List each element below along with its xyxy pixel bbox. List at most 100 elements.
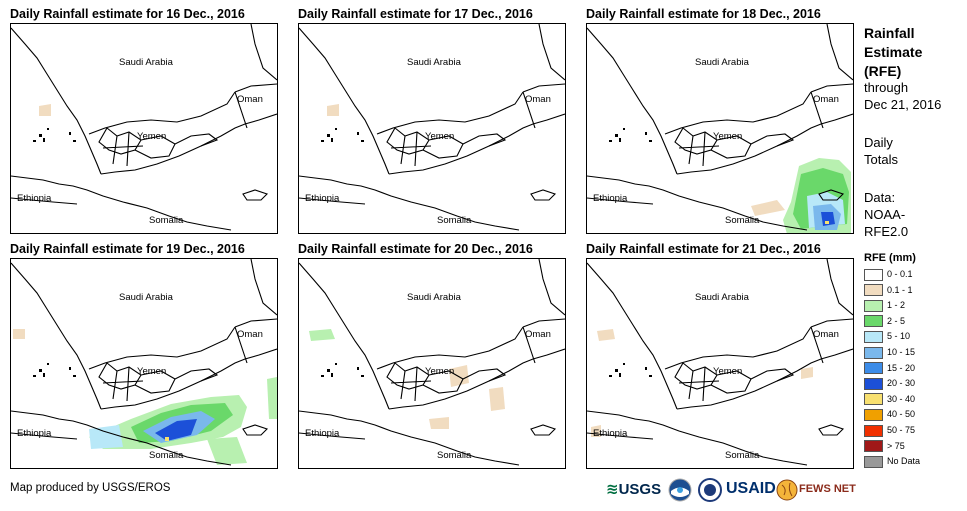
sidebar-title-2: Estimate — [864, 44, 923, 60]
map-label-yemen: Yemen — [137, 366, 167, 377]
map-frame: Saudi Arabia Oman Yemen Ethiopia Somalia — [586, 23, 854, 234]
legend-label: 1 - 2 — [887, 300, 906, 311]
dhs-seal-icon — [698, 478, 722, 502]
legend-item: 2 - 5 — [864, 315, 905, 328]
map-label-yemen: Yemen — [425, 131, 455, 142]
map-label-yemen: Yemen — [713, 131, 743, 142]
fews-net-logo: FEWS NET — [799, 483, 856, 495]
map-svg — [11, 259, 277, 466]
island-specks — [33, 363, 76, 377]
legend-swatch — [864, 346, 883, 359]
map-label-oman: Oman — [237, 329, 263, 340]
sidebar-data-version: RFE2.0 — [864, 224, 909, 239]
map-label-saudi: Saudi Arabia — [695, 57, 749, 68]
legend-swatch — [864, 284, 883, 297]
legend-label: 10 - 15 — [887, 347, 916, 357]
legend-label: 50 - 75 — [887, 425, 916, 435]
map-label-somalia: Somalia — [437, 450, 472, 461]
map-label-oman: Oman — [525, 94, 551, 105]
map-label-ethiopia: Ethiopia — [17, 193, 52, 204]
legend-swatch — [864, 377, 883, 390]
sidebar-title-3: (RFE) — [864, 63, 902, 79]
rainfall-overlay — [39, 104, 51, 116]
map-frame: Saudi Arabia Oman Yemen Ethiopia Somalia — [10, 258, 278, 469]
map-label-oman: Oman — [813, 94, 839, 105]
island-specks — [321, 363, 364, 377]
map-label-oman: Oman — [525, 329, 551, 340]
sidebar-through: through — [864, 80, 909, 95]
panel-title: Daily Rainfall estimate for 17 Dec., 201… — [298, 7, 533, 21]
country-borders — [11, 24, 277, 231]
sidebar-daily: Daily — [864, 135, 893, 150]
legend-item: 0 - 0.1 — [864, 268, 913, 281]
map-frame: Saudi Arabia Oman Yemen Ethiopia Somalia — [10, 23, 278, 234]
legend-item: 40 - 50 — [864, 408, 916, 422]
map-svg — [587, 24, 853, 233]
legend-label: 15 - 20 — [887, 362, 916, 373]
map-label-somalia: Somalia — [725, 215, 760, 226]
usaid-logo: USAID — [726, 480, 776, 497]
country-borders — [587, 259, 853, 466]
map-label-yemen: Yemen — [713, 366, 743, 377]
sidebar-data-label: Data: — [864, 190, 896, 205]
island-specks — [33, 128, 76, 142]
legend-swatch — [864, 331, 883, 344]
legend-item: 20 - 30 — [864, 377, 915, 390]
map-label-ethiopia: Ethiopia — [17, 428, 52, 439]
map-frame: Saudi Arabia Oman Yemen Ethiopia Somalia — [298, 258, 566, 469]
map-label-saudi: Saudi Arabia — [119, 292, 173, 303]
map-label-ethiopia: Ethiopia — [305, 428, 340, 439]
rainfall-overlay — [591, 329, 813, 437]
country-borders — [299, 259, 565, 466]
country-borders — [11, 259, 277, 466]
fews-globe-icon — [776, 479, 798, 501]
map-label-yemen: Yemen — [425, 366, 455, 377]
map-label-saudi: Saudi Arabia — [407, 292, 461, 303]
panel-title: Daily Rainfall estimate for 18 Dec., 201… — [586, 7, 821, 21]
legend-item: 10 - 15 — [864, 346, 915, 359]
legend-item: 0.1 - 1 — [864, 284, 913, 297]
legend-item: 5 - 10 — [864, 330, 910, 344]
panel-title: Daily Rainfall estimate for 20 Dec., 201… — [298, 242, 533, 256]
map-label-saudi: Saudi Arabia — [695, 292, 749, 303]
legend-label: 40 - 50 — [887, 409, 916, 420]
usgs-wave-icon: ≋ — [606, 481, 619, 498]
legend-item: 1 - 2 — [864, 299, 905, 312]
legend-swatch — [864, 315, 883, 328]
map-label-oman: Oman — [237, 94, 263, 105]
credit-text: Map produced by USGS/EROS — [10, 482, 171, 494]
map-label-yemen: Yemen — [137, 131, 167, 142]
panel-title: Daily Rainfall estimate for 19 Dec., 201… — [10, 242, 245, 256]
legend-swatch — [864, 362, 883, 375]
usgs-logo: ≋USGS — [606, 481, 662, 498]
legend-item: 50 - 75 — [864, 424, 915, 437]
map-svg — [11, 24, 277, 231]
legend-swatch — [864, 409, 883, 422]
rainfall-overlay — [13, 329, 277, 465]
legend-item: 15 - 20 — [864, 362, 915, 375]
map-label-ethiopia: Ethiopia — [593, 193, 628, 204]
map-label-somalia: Somalia — [725, 450, 760, 461]
legend-title: RFE (mm) — [864, 252, 916, 264]
legend-label: 20 - 30 — [887, 378, 916, 389]
map-svg — [299, 24, 565, 231]
map-frame: Saudi Arabia Oman Yemen Ethiopia Somalia — [586, 258, 854, 469]
country-borders — [299, 24, 565, 231]
sidebar-data-source: NOAA- — [864, 207, 906, 222]
panel-title: Daily Rainfall estimate for 21 Dec., 201… — [586, 242, 821, 256]
rainfall-overlay — [309, 329, 505, 429]
legend-swatch — [864, 299, 883, 312]
map-label-ethiopia: Ethiopia — [305, 193, 340, 204]
island-specks — [321, 128, 364, 142]
rainfall-overlay — [327, 104, 339, 116]
sidebar-date: Dec 21, 2016 — [864, 97, 942, 112]
map-svg — [587, 259, 853, 466]
map-frame: Saudi Arabia Oman Yemen Ethiopia Somalia — [298, 23, 566, 234]
map-label-ethiopia: Ethiopia — [593, 428, 628, 439]
map-label-somalia: Somalia — [149, 450, 184, 461]
noaa-seal-icon — [668, 478, 692, 502]
legend-swatch — [864, 440, 883, 453]
map-label-somalia: Somalia — [149, 215, 184, 226]
legend-label: 2 - 5 — [887, 315, 906, 326]
legend-item: No Data — [864, 455, 920, 468]
